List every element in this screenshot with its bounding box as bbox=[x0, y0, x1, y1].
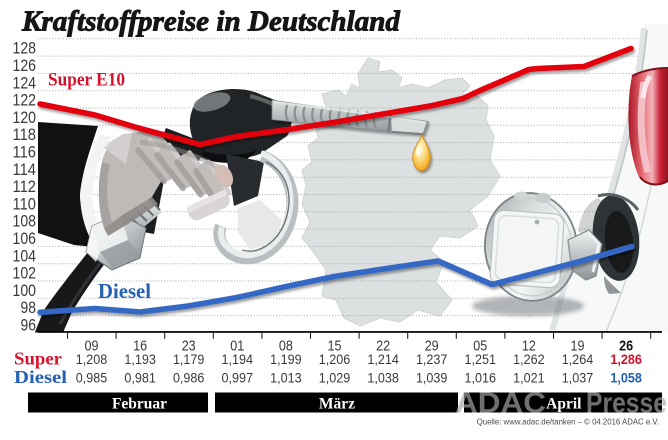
svg-text:96: 96 bbox=[21, 316, 37, 335]
svg-text:1,193: 1,193 bbox=[124, 352, 156, 368]
svg-text:1,029: 1,029 bbox=[319, 371, 351, 387]
svg-text:114: 114 bbox=[13, 160, 37, 179]
svg-text:16: 16 bbox=[133, 338, 147, 354]
svg-text:22: 22 bbox=[376, 338, 390, 354]
svg-text:1,208: 1,208 bbox=[76, 352, 108, 368]
svg-text:ADAC: ADAC bbox=[455, 388, 546, 420]
svg-text:102: 102 bbox=[13, 264, 37, 283]
svg-text:1,021: 1,021 bbox=[513, 371, 545, 387]
svg-text:1,214: 1,214 bbox=[367, 352, 399, 368]
svg-text:1,251: 1,251 bbox=[465, 352, 497, 368]
svg-text:0,986: 0,986 bbox=[173, 371, 205, 387]
svg-text:1,262: 1,262 bbox=[513, 352, 545, 368]
svg-text:1,038: 1,038 bbox=[367, 371, 399, 387]
svg-text:29: 29 bbox=[425, 338, 439, 354]
svg-text:118: 118 bbox=[13, 125, 37, 144]
svg-text:104: 104 bbox=[13, 246, 37, 265]
svg-text:26: 26 bbox=[619, 338, 633, 354]
svg-text:98: 98 bbox=[21, 298, 37, 317]
svg-text:März: März bbox=[319, 396, 355, 413]
svg-text:0,997: 0,997 bbox=[222, 371, 254, 387]
svg-text:01: 01 bbox=[230, 338, 244, 354]
svg-text:124: 124 bbox=[13, 73, 37, 92]
svg-text:112: 112 bbox=[13, 177, 37, 196]
svg-text:05: 05 bbox=[473, 338, 487, 354]
svg-text:1,016: 1,016 bbox=[465, 371, 497, 387]
svg-text:120: 120 bbox=[13, 108, 37, 127]
svg-text:0,981: 0,981 bbox=[124, 371, 156, 387]
svg-text:1,194: 1,194 bbox=[222, 352, 254, 368]
svg-text:108: 108 bbox=[13, 212, 37, 231]
svg-text:Super: Super bbox=[14, 349, 62, 369]
svg-text:Quelle: www.adac.de/tanken – ©: Quelle: www.adac.de/tanken – © 04.2016 A… bbox=[477, 417, 659, 426]
svg-text:1,179: 1,179 bbox=[173, 352, 205, 368]
svg-text:Februar: Februar bbox=[112, 396, 167, 413]
svg-text:1,013: 1,013 bbox=[270, 371, 302, 387]
svg-text:1,206: 1,206 bbox=[319, 352, 351, 368]
svg-text:April: April bbox=[546, 396, 582, 413]
svg-text:1,286: 1,286 bbox=[610, 352, 642, 368]
svg-text:122: 122 bbox=[13, 91, 37, 110]
svg-text:23: 23 bbox=[182, 338, 196, 354]
svg-text:19: 19 bbox=[571, 338, 585, 354]
svg-text:1,199: 1,199 bbox=[270, 352, 302, 368]
svg-text:110: 110 bbox=[13, 194, 37, 213]
svg-text:106: 106 bbox=[13, 229, 37, 248]
svg-text:08: 08 bbox=[279, 338, 293, 354]
svg-text:1,058: 1,058 bbox=[610, 371, 642, 387]
svg-text:Diesel: Diesel bbox=[14, 367, 67, 387]
svg-text:Diesel: Diesel bbox=[98, 279, 151, 303]
svg-text:Kraftstoffpreise in Deutschlan: Kraftstoffpreise in Deutschland bbox=[21, 6, 400, 38]
svg-text:0,985: 0,985 bbox=[76, 371, 108, 387]
svg-text:126: 126 bbox=[13, 56, 37, 75]
svg-text:15: 15 bbox=[328, 338, 342, 354]
svg-text:09: 09 bbox=[85, 338, 99, 354]
svg-text:12: 12 bbox=[522, 338, 536, 354]
svg-text:1,037: 1,037 bbox=[562, 371, 594, 387]
svg-text:128: 128 bbox=[13, 39, 37, 58]
svg-text:116: 116 bbox=[13, 143, 37, 162]
svg-text:Presse: Presse bbox=[586, 388, 667, 420]
svg-text:1,264: 1,264 bbox=[562, 352, 594, 368]
svg-text:1,039: 1,039 bbox=[416, 371, 448, 387]
svg-text:100: 100 bbox=[13, 281, 37, 300]
svg-text:Super E10: Super E10 bbox=[48, 71, 125, 91]
svg-text:1,237: 1,237 bbox=[416, 352, 448, 368]
